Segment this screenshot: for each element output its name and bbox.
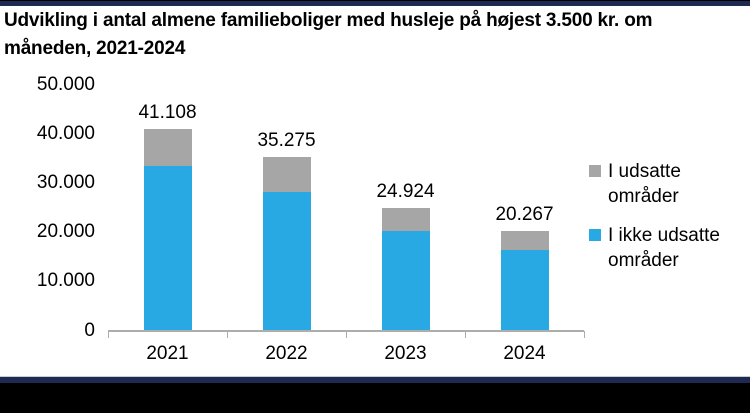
- bar-segment-ikke-udsatte: [500, 249, 549, 331]
- top-border-bar: [0, 0, 750, 6]
- bottom-separator-line: [0, 376, 750, 377]
- x-axis-tick: [108, 330, 109, 338]
- bar-segment-udsatte: [381, 208, 430, 231]
- y-axis-tick-label: 40.000: [36, 123, 95, 145]
- bar-segment-ikke-udsatte: [143, 166, 192, 331]
- y-axis-tick-label: 50.000: [36, 74, 95, 95]
- chart-title-line2: måneden, 2021-2024: [4, 38, 186, 59]
- legend-swatch-gray: [589, 165, 601, 177]
- bar-total-label: 41.108: [138, 101, 197, 123]
- y-axis-tick-label: 10.000: [36, 270, 95, 292]
- x-axis-category-label: 2022: [265, 343, 308, 364]
- x-axis-category-label: 2023: [384, 343, 427, 364]
- y-axis-tick-label: 0: [84, 319, 95, 341]
- bar-segment-udsatte: [262, 157, 311, 192]
- x-axis-category-label: 2024: [503, 343, 546, 364]
- legend: I udsatte områder I ikke udsatte områder: [589, 159, 739, 287]
- legend-item-ikke-udsatte: I ikke udsatte områder: [589, 223, 739, 273]
- chart-title: Udvikling i antal almene familieboliger …: [4, 7, 744, 63]
- legend-label-ikke-udsatte: I ikke udsatte områder: [608, 225, 720, 271]
- bar-total-label: 35.275: [257, 130, 316, 152]
- y-axis-tick-label: 20.000: [36, 221, 95, 243]
- bar-total-label: 24.924: [376, 181, 435, 203]
- y-axis-tick-label: 30.000: [36, 172, 95, 194]
- bar-segment-udsatte: [143, 128, 192, 166]
- legend-swatch-blue: [589, 229, 601, 241]
- bar-segment-ikke-udsatte: [381, 230, 430, 331]
- x-axis-category-label: 2021: [146, 343, 189, 364]
- legend-label-udsatte: I udsatte områder: [608, 161, 681, 207]
- bottom-navy-bar: [0, 377, 750, 383]
- chart-title-line1: Udvikling i antal almene familieboliger …: [4, 10, 653, 31]
- x-axis-tick: [584, 330, 585, 338]
- bar-total-label: 20.267: [495, 203, 554, 225]
- legend-item-udsatte: I udsatte områder: [589, 159, 739, 209]
- bar-segment-udsatte: [500, 230, 549, 250]
- x-axis-tick: [465, 330, 466, 338]
- bar-segment-ikke-udsatte: [262, 191, 311, 331]
- bottom-black-bar: [0, 383, 750, 413]
- x-axis-tick: [227, 330, 228, 338]
- x-axis-tick: [346, 330, 347, 338]
